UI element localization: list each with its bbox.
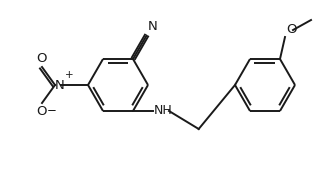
Text: N: N xyxy=(55,78,65,92)
Text: N: N xyxy=(148,20,158,33)
Text: O: O xyxy=(36,52,46,65)
Text: O: O xyxy=(286,23,296,36)
Text: +: + xyxy=(65,70,74,80)
Text: NH: NH xyxy=(154,105,173,117)
Text: O: O xyxy=(36,105,46,118)
Text: −: − xyxy=(47,104,57,117)
